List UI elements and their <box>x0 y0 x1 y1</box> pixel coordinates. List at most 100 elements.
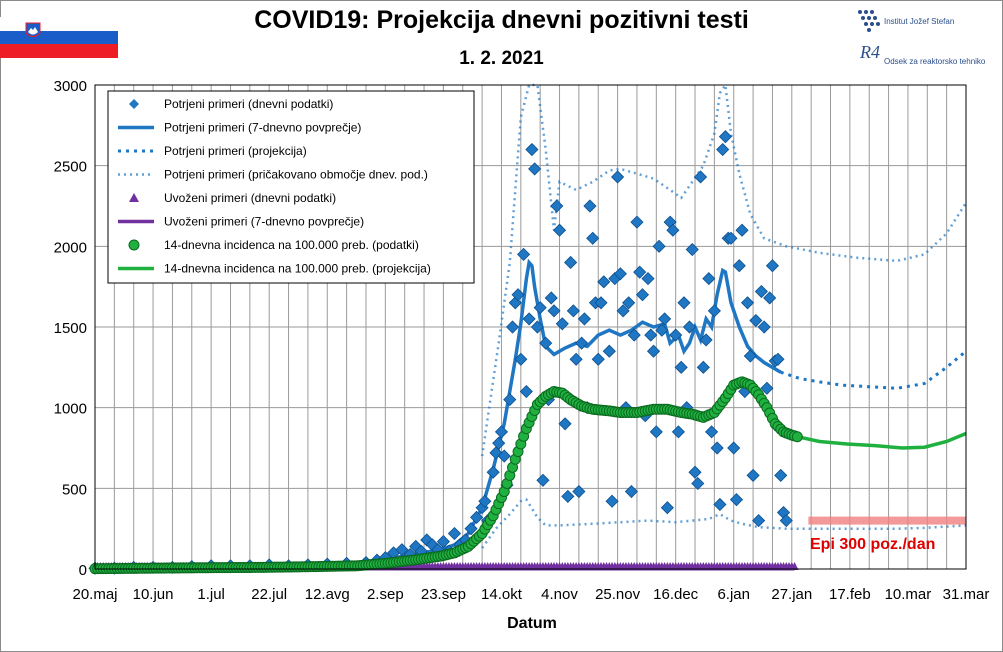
daily-confirmed-point <box>635 288 650 302</box>
daily-confirmed-point <box>583 199 597 213</box>
daily-confirmed-point <box>760 381 774 395</box>
daily-confirmed-point <box>649 425 663 439</box>
daily-confirmed-point <box>425 538 439 552</box>
x-tick-label: 22.jul <box>251 586 287 603</box>
daily-confirmed-point <box>514 352 528 366</box>
daily-confirmed-point <box>528 162 542 176</box>
daily-confirmed-point <box>716 142 730 157</box>
daily-confirmed-point <box>478 494 492 508</box>
daily-confirmed-point <box>702 272 716 286</box>
daily-confirmed-point <box>464 522 478 536</box>
daily-confirmed-point <box>699 333 713 347</box>
series-markers <box>88 130 803 575</box>
chart-date: 1. 2. 2021 <box>459 48 544 69</box>
r4-logo-text: Odsek za reaktorsko tehniko <box>884 57 986 66</box>
daily-confirmed-point <box>633 265 647 279</box>
daily-confirmed-point <box>622 296 636 310</box>
daily-confirmed-point <box>613 267 627 281</box>
x-tick-label: 10.mar <box>885 586 932 603</box>
daily-confirmed-point <box>624 484 638 499</box>
legend-label: 14-dnevna incidenca na 100.000 preb. (po… <box>164 238 419 252</box>
daily-confirmed-point <box>533 301 547 315</box>
daily-confirmed-point <box>779 514 793 528</box>
daily-confirmed-point <box>522 312 536 326</box>
x-tick-label: 12.avg <box>305 586 350 603</box>
series-range-upper <box>480 81 968 457</box>
daily-confirmed-point <box>550 199 564 213</box>
daily-confirmed-point <box>547 304 561 318</box>
legend-label: Uvoženi primeri (dnevni podatki) <box>164 191 336 205</box>
y-tick-label: 2000 <box>54 239 87 256</box>
daily-confirmed-point <box>771 352 785 366</box>
epi-threshold-band <box>808 516 966 525</box>
daily-confirmed-point <box>735 223 749 237</box>
daily-confirmed-point <box>552 223 567 237</box>
daily-confirmed-point <box>677 296 691 310</box>
daily-confirmed-point <box>597 275 611 289</box>
daily-confirmed-point <box>616 304 630 318</box>
y-tick-label: 3000 <box>54 78 87 95</box>
daily-confirmed-point <box>564 255 578 270</box>
daily-confirmed-point <box>688 465 702 479</box>
x-tick-label: 23.sep <box>421 586 466 603</box>
daily-confirmed-point <box>710 441 724 455</box>
daily-confirmed-point <box>555 317 569 331</box>
daily-confirmed-point <box>561 489 575 503</box>
legend-label: Potrjeni primeri (7-dnevno povprečje) <box>164 121 361 135</box>
legend-swatch-circle <box>128 239 140 251</box>
x-tick-label: 25.nov <box>595 586 641 603</box>
daily-confirmed-point <box>644 328 658 342</box>
daily-confirmed-point <box>566 304 580 318</box>
ijs-logo-icon <box>858 10 880 32</box>
daily-confirmed-point <box>611 170 625 184</box>
plot-area-border <box>94 84 967 570</box>
daily-confirmed-point <box>577 312 591 326</box>
daily-confirmed-point <box>685 242 699 257</box>
daily-confirmed-point <box>724 231 738 245</box>
daily-confirmed-point <box>691 476 705 491</box>
daily-confirmed-point <box>575 336 589 350</box>
series-7day-average <box>94 258 782 570</box>
daily-confirmed-point <box>594 296 608 310</box>
y-tick-label: 1000 <box>54 401 87 418</box>
axes <box>94 84 967 570</box>
daily-confirmed-point <box>746 468 760 482</box>
daily-confirmed-point <box>497 449 511 463</box>
institute-logos: Institut Jožef Stefan R4 Odsek za reakto… <box>850 6 1000 76</box>
daily-confirmed-point <box>757 320 771 334</box>
daily-confirmed-point <box>519 384 533 399</box>
legend-label: Potrjeni primeri (pričakovano območje dn… <box>164 168 428 182</box>
daily-confirmed-point <box>505 320 520 334</box>
daily-confirmed-point <box>492 436 506 450</box>
daily-confirmed-point <box>558 417 572 431</box>
x-tick-label: 27.jan <box>771 586 812 603</box>
daily-confirmed-point <box>602 344 616 358</box>
legend-label: Potrjeni primeri (dnevni podatki) <box>164 97 333 111</box>
daily-confirmed-point <box>591 352 605 366</box>
slovenia-flag-icon <box>0 17 118 58</box>
daily-confirmed-point <box>569 352 583 366</box>
daily-confirmed-point <box>740 296 755 310</box>
daily-confirmed-point <box>486 465 500 479</box>
ijs-logo-text: Institut Jožef Stefan <box>884 17 955 26</box>
incidence-data-point <box>791 431 803 443</box>
daily-confirmed-point <box>774 468 788 482</box>
epi-annotation: Epi 300 poz./dan <box>810 536 935 553</box>
daily-confirmed-point <box>641 272 655 286</box>
legend-label: 14-dnevna incidenca na 100.000 preb. (pr… <box>164 262 431 276</box>
daily-confirmed-point <box>630 215 644 229</box>
x-tick-label: 6.jan <box>717 586 750 603</box>
daily-confirmed-point <box>586 231 600 245</box>
daily-confirmed-point <box>693 170 708 184</box>
x-tick-label: 16.dec <box>653 586 699 603</box>
daily-confirmed-point <box>539 336 553 350</box>
daily-confirmed-point <box>503 393 517 407</box>
daily-confirmed-point <box>713 497 727 512</box>
legend-label: Potrjeni primeri (projekcija) <box>164 144 307 158</box>
daily-confirmed-point <box>666 223 680 237</box>
legend-box <box>107 90 475 284</box>
chart-title: COVID19: Projekcija dnevni pozitivni tes… <box>254 6 749 34</box>
legend: Potrjeni primeri (dnevni podatki) Potrjen… <box>107 90 475 284</box>
legend-label: Uvoženi primeri (7-dnevno povprečje) <box>164 215 364 229</box>
x-tick-label: 1.jul <box>197 586 225 603</box>
